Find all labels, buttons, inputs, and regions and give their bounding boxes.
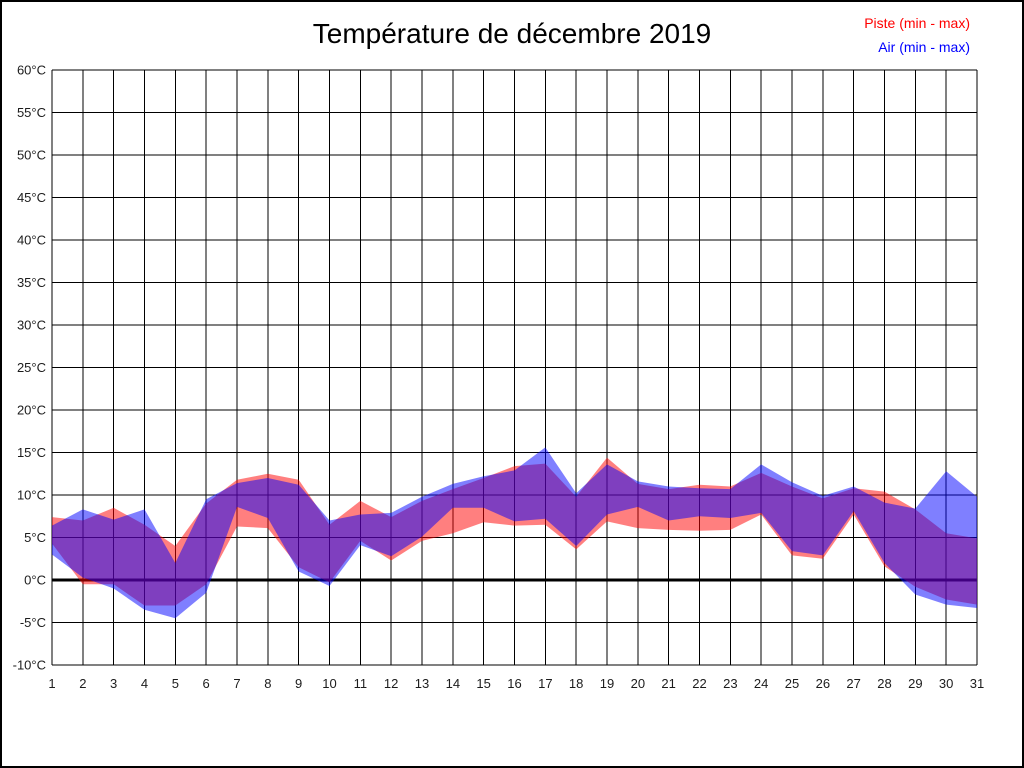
x-tick-label: 22: [692, 676, 706, 691]
y-tick-label: 30°C: [17, 318, 46, 333]
x-tick-label: 21: [661, 676, 675, 691]
x-tick-label: 26: [816, 676, 830, 691]
y-tick-label: 50°C: [17, 148, 46, 163]
band-air: [52, 447, 977, 619]
x-tick-label: 24: [754, 676, 768, 691]
y-tick-label: 20°C: [17, 403, 46, 418]
y-tick-label: 45°C: [17, 190, 46, 205]
x-tick-label: 3: [110, 676, 117, 691]
x-tick-label: 16: [507, 676, 521, 691]
x-tick-label: 19: [600, 676, 614, 691]
x-tick-label: 20: [631, 676, 645, 691]
x-tick-label: 1: [48, 676, 55, 691]
y-tick-label: 5°C: [24, 530, 46, 545]
y-tick-label: 15°C: [17, 445, 46, 460]
x-tick-label: 14: [446, 676, 460, 691]
x-tick-label: 6: [203, 676, 210, 691]
x-tick-label: 4: [141, 676, 148, 691]
x-tick-label: 15: [476, 676, 490, 691]
x-tick-label: 17: [538, 676, 552, 691]
y-tick-label: 60°C: [17, 63, 46, 78]
x-tick-label: 8: [264, 676, 271, 691]
y-tick-label: 40°C: [17, 233, 46, 248]
y-tick-label: 10°C: [17, 488, 46, 503]
x-tick-label: 29: [908, 676, 922, 691]
legend-air-label: Air (min - max): [878, 39, 970, 55]
x-tick-label: 9: [295, 676, 302, 691]
y-tick-label: 55°C: [17, 105, 46, 120]
y-tick-label: 35°C: [17, 275, 46, 290]
x-tick-label: 10: [322, 676, 336, 691]
x-tick-label: 2: [79, 676, 86, 691]
x-tick-label: 27: [846, 676, 860, 691]
y-tick-label: 0°C: [24, 573, 46, 588]
x-tick-label: 28: [877, 676, 891, 691]
x-tick-label: 30: [939, 676, 953, 691]
x-tick-label: 7: [233, 676, 240, 691]
x-tick-label: 25: [785, 676, 799, 691]
chart-legend: Piste (min - max) Air (min - max): [864, 11, 970, 59]
y-tick-label: -5°C: [20, 615, 46, 630]
chart-title: Température de décembre 2019: [312, 18, 712, 49]
x-tick-label: 23: [723, 676, 737, 691]
y-tick-label: -10°C: [13, 658, 46, 673]
x-tick-label: 31: [970, 676, 984, 691]
y-tick-label: 25°C: [17, 360, 46, 375]
x-tick-label: 13: [415, 676, 429, 691]
x-tick-label: 11: [354, 676, 368, 691]
x-tick-label: 5: [172, 676, 179, 691]
x-tick-label: 18: [569, 676, 583, 691]
x-tick-label: 12: [384, 676, 398, 691]
legend-piste-label: Piste (min - max): [864, 15, 970, 31]
